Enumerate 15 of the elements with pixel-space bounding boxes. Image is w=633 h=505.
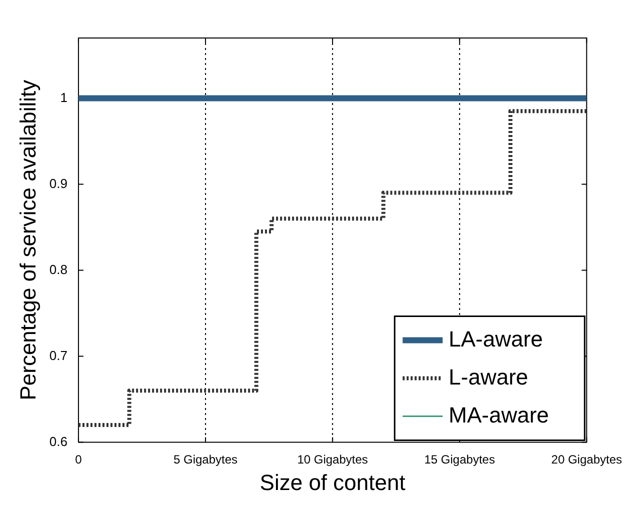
- x-tick-label: 5 Gigabytes: [173, 452, 238, 467]
- x-tick-label: 20 Gigabytes: [551, 452, 622, 467]
- legend-label: LA-aware: [448, 326, 543, 352]
- y-tick-label: 0.7: [49, 348, 68, 363]
- legend-label: L-aware: [448, 364, 528, 390]
- y-tick-label: 0.6: [49, 434, 68, 449]
- x-tick-label: 15 Gigabytes: [424, 452, 495, 467]
- x-axis-title: Size of content: [260, 470, 406, 495]
- x-tick-label: 0: [75, 452, 82, 467]
- y-tick-label: 0.9: [49, 176, 68, 191]
- x-tick-label: 10 Gigabytes: [297, 452, 368, 467]
- y-tick-label: 0.8: [49, 262, 68, 277]
- y-tick-label: 1: [60, 90, 68, 105]
- legend-label: MA-aware: [448, 402, 549, 428]
- y-axis-title: Percentage of service availability: [15, 80, 40, 400]
